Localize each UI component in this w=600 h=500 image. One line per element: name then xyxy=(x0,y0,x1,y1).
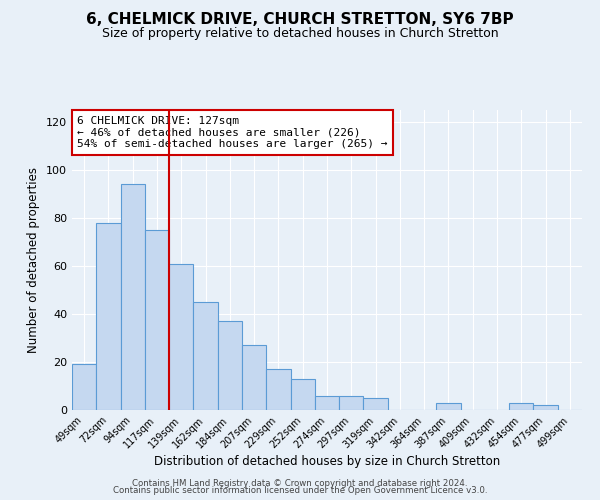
Bar xyxy=(193,302,218,410)
Bar xyxy=(242,345,266,410)
Bar xyxy=(509,403,533,410)
Bar xyxy=(266,369,290,410)
Bar xyxy=(169,264,193,410)
Bar xyxy=(436,403,461,410)
Bar xyxy=(339,396,364,410)
Bar xyxy=(533,405,558,410)
Bar xyxy=(72,364,96,410)
Text: 6 CHELMICK DRIVE: 127sqm
← 46% of detached houses are smaller (226)
54% of semi-: 6 CHELMICK DRIVE: 127sqm ← 46% of detach… xyxy=(77,116,388,149)
Text: Contains public sector information licensed under the Open Government Licence v3: Contains public sector information licen… xyxy=(113,486,487,495)
Text: 6, CHELMICK DRIVE, CHURCH STRETTON, SY6 7BP: 6, CHELMICK DRIVE, CHURCH STRETTON, SY6 … xyxy=(86,12,514,28)
Bar xyxy=(364,398,388,410)
X-axis label: Distribution of detached houses by size in Church Stretton: Distribution of detached houses by size … xyxy=(154,456,500,468)
Bar xyxy=(96,223,121,410)
Bar xyxy=(145,230,169,410)
Bar xyxy=(290,379,315,410)
Text: Contains HM Land Registry data © Crown copyright and database right 2024.: Contains HM Land Registry data © Crown c… xyxy=(132,478,468,488)
Y-axis label: Number of detached properties: Number of detached properties xyxy=(28,167,40,353)
Text: Size of property relative to detached houses in Church Stretton: Size of property relative to detached ho… xyxy=(101,28,499,40)
Bar xyxy=(315,396,339,410)
Bar xyxy=(218,321,242,410)
Bar xyxy=(121,184,145,410)
